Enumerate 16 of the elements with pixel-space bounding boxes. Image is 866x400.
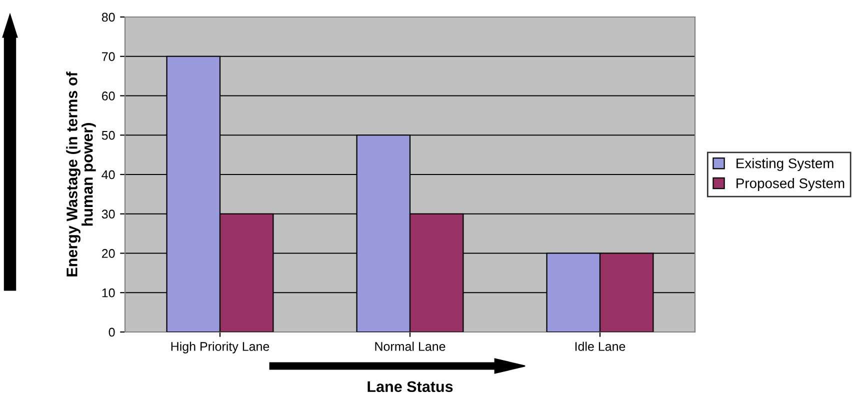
y-tick-label: 40 (102, 170, 115, 180)
y-tick-label: 70 (102, 52, 115, 62)
x-tick-label: High Priority Lane (171, 342, 270, 354)
y-tick-label: 80 (102, 12, 115, 22)
y-tick-label: 60 (102, 92, 115, 100)
y-tick-label: 30 (102, 210, 115, 219)
legend-label: Existing System (736, 158, 834, 172)
y-axis-title: Energy Wastage (in terms of human power) (66, 72, 96, 276)
x-axis-title: Lane Status (368, 381, 453, 392)
y-tick-label: 0 (108, 328, 115, 337)
legend-label: Proposed System (736, 178, 844, 191)
y-tick-label: 20 (102, 249, 115, 258)
y-tick-label: 50 (102, 130, 115, 140)
x-tick-label: Normal Lane (375, 342, 446, 351)
x-tick-label: Idle Lane (575, 342, 626, 351)
y-tick-label: 10 (102, 288, 115, 298)
